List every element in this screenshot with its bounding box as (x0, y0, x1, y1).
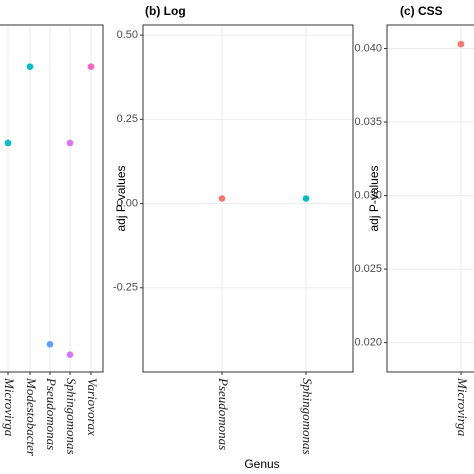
x-tick-label: Variovorax (85, 378, 100, 436)
point (218, 195, 226, 202)
x-tick-label: Sphingomonas (300, 378, 315, 455)
x-tick-label: Modestobacter (24, 377, 39, 457)
panel (143, 25, 353, 372)
point (66, 139, 74, 147)
y-tick-label: 0.040 (354, 42, 382, 54)
y-tick-label: 0.025 (354, 263, 382, 275)
point (46, 340, 54, 348)
x-axis-title: Genus (244, 457, 279, 471)
x-tick-label: Microvirga (455, 377, 470, 437)
panel-border (142, 24, 354, 373)
x-tick-label: Microvirga (2, 377, 17, 437)
x-tick-label: Pseudomonas (216, 377, 231, 450)
point (66, 351, 74, 358)
y-tick-label: 0.00 (117, 197, 138, 209)
point (302, 195, 310, 202)
point (87, 63, 95, 70)
chart-title: (c) CSS (400, 4, 443, 18)
y-tick-label: 0.50 (117, 29, 138, 41)
panel (387, 25, 474, 372)
y-tick-label: 0.030 (354, 189, 382, 201)
point (4, 139, 12, 147)
point (457, 40, 465, 48)
panel (0, 25, 103, 372)
y-tick-label: 0.25 (117, 113, 138, 125)
y-tick-label: 0.035 (354, 116, 382, 128)
y-tick-label: -0.25 (113, 282, 138, 294)
point (26, 63, 34, 70)
x-tick-label: Sphingomonas (64, 378, 79, 455)
panel-border (386, 24, 474, 373)
panel-border (0, 24, 104, 373)
y-axis-title: adj P-values (114, 165, 128, 231)
x-tick-label: Pseudomonas (44, 377, 59, 450)
y-axis-title: adj P-values (367, 165, 381, 231)
y-tick-label: 0.020 (354, 336, 382, 348)
chart-title: (b) Log (145, 4, 186, 18)
